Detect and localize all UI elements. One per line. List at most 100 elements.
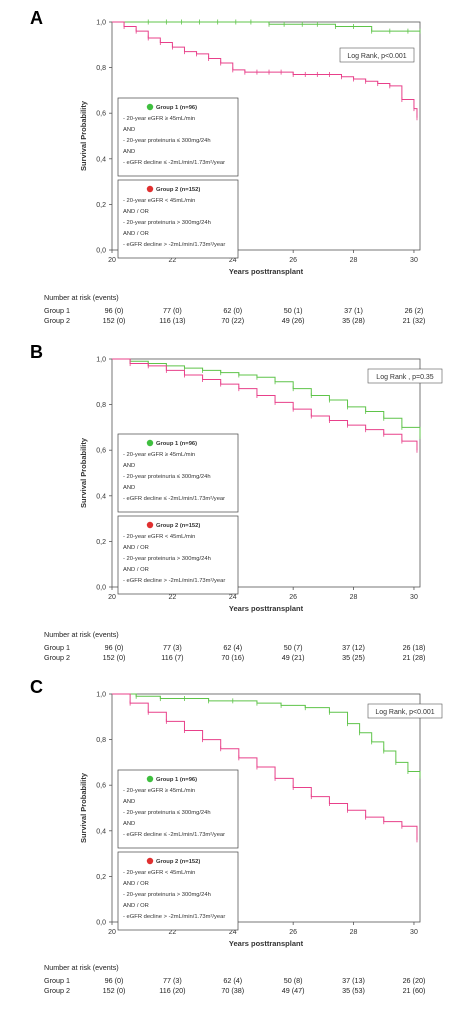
- y-tick-label: 0,0: [96, 585, 106, 592]
- logrank-text: Log Rank, p<0.001: [347, 53, 406, 60]
- x-tick-label: 22: [168, 257, 176, 264]
- legend-dot-group-2: [146, 185, 154, 193]
- legend-title-group-1: Group 1 (n=96): [156, 777, 197, 783]
- legend-line: AND / OR: [123, 881, 149, 887]
- legend-line: - eGFR decline > -2mL/min/1.73m²/year: [123, 242, 225, 248]
- x-tick-label: 28: [350, 929, 358, 936]
- legend-box-group-2: [117, 179, 239, 259]
- risk-cell: 26 (2): [405, 306, 424, 315]
- y-tick-label: 0,6: [96, 783, 106, 790]
- risk-cell: 62 (4): [223, 976, 242, 985]
- panel-a: A 0,0 0,2 0,4 0,6 0,8 1,0 20 22 24 26 28 30 Years pos…: [30, 8, 425, 325]
- logrank-text: Log Rank, p<0.001: [375, 709, 434, 716]
- x-tick-label: 20: [108, 257, 116, 264]
- legend-line: - eGFR decline > -2mL/min/1.73m²/year: [123, 914, 225, 920]
- x-tick-label: 26: [289, 929, 297, 936]
- y-tick-label: 0,8: [96, 402, 106, 409]
- legend-line: AND: [123, 821, 135, 827]
- risk-cell: 152 (0): [103, 316, 126, 325]
- x-tick-label: 30: [410, 594, 418, 601]
- x-axis-label: Years posttransplant: [229, 267, 304, 276]
- x-tick-label: 24: [229, 257, 237, 264]
- x-tick-label: 22: [168, 929, 176, 936]
- risk-cell: 70 (22): [221, 316, 244, 325]
- risk-row-label: Group 2: [44, 316, 70, 325]
- risk-cell: 116 (20): [159, 986, 185, 995]
- risk-cell: 96 (0): [105, 643, 124, 652]
- legend-line: - 20-year proteinuria ≤ 300mg/24h: [123, 810, 211, 816]
- logrank-box: [339, 47, 415, 63]
- risk-cell: 37 (13): [342, 976, 365, 985]
- legend-line: - 20-year eGFR < 45mL/min: [123, 198, 195, 204]
- legend-box-group-1: [117, 97, 239, 177]
- legend-title-group-2: Group 2 (n=152): [156, 523, 200, 529]
- risk-table-header: Number at risk (events): [44, 963, 119, 972]
- risk-cell: 26 (18): [403, 643, 426, 652]
- series-line-group-2: [112, 693, 418, 840]
- legend-dot-group-1: [146, 103, 154, 111]
- x-tick-label: 20: [108, 594, 116, 601]
- legend-line: - eGFR decline ≤ -2mL/min/1.73m²/year: [123, 832, 225, 838]
- y-tick-label: 0,6: [96, 111, 106, 118]
- risk-table-header: Number at risk (events): [44, 293, 119, 302]
- legend-dot-group-1: [146, 439, 154, 447]
- legend-line: - 20-year eGFR ≥ 45mL/min: [123, 452, 195, 458]
- legend-title-group-1: Group 1 (n=96): [156, 105, 197, 111]
- risk-cell: 50 (7): [284, 643, 303, 652]
- y-tick-label: 0,2: [96, 874, 106, 881]
- risk-cell: 50 (8): [284, 976, 303, 985]
- legend-box-group-1: [117, 433, 239, 513]
- risk-cell: 96 (0): [105, 306, 124, 315]
- risk-cell: 77 (0): [163, 306, 182, 315]
- legend-box-group-1: [117, 769, 239, 849]
- legend-line: AND / OR: [123, 545, 149, 551]
- legend-line: - 20-year proteinuria ≤ 300mg/24h: [123, 474, 211, 480]
- y-tick-label: 1,0: [96, 692, 106, 699]
- y-tick-label: 0,0: [96, 920, 106, 927]
- risk-cell: 37 (1): [344, 306, 363, 315]
- y-tick-label: 0,2: [96, 539, 106, 546]
- y-axis-label: Survival Probability: [79, 772, 88, 843]
- risk-cell: 96 (0): [105, 976, 124, 985]
- legend-line: - eGFR decline > -2mL/min/1.73m²/year: [123, 578, 225, 584]
- risk-row-label: Group 1: [44, 643, 70, 652]
- legend-line: - 20-year proteinuria > 300mg/24h: [123, 892, 211, 898]
- panel-c: C 0,0 0,2 0,4 0,6 0,8 1,0 20 22 24 26 28 30 Years pos…: [30, 677, 443, 995]
- risk-row-label: Group 1: [44, 306, 70, 315]
- legend-title-group-2: Group 2 (n=152): [156, 187, 200, 193]
- x-tick-label: 30: [410, 257, 418, 264]
- risk-cell: 70 (38): [221, 986, 244, 995]
- y-tick-label: 1,0: [96, 357, 106, 364]
- y-axis-label: Survival Probability: [79, 437, 88, 508]
- y-tick-label: 0,8: [96, 737, 106, 744]
- logrank-box: [367, 703, 443, 719]
- risk-row-label: Group 2: [44, 986, 70, 995]
- x-tick-label: 30: [410, 929, 418, 936]
- y-tick-label: 0,2: [96, 202, 106, 209]
- risk-cell: 50 (1): [284, 306, 303, 315]
- x-tick-label: 28: [350, 257, 358, 264]
- risk-cell: 70 (16): [221, 653, 244, 662]
- legend-title-group-2: Group 2 (n=152): [156, 859, 200, 865]
- legend-line: AND: [123, 485, 135, 491]
- risk-cell: 49 (47): [282, 986, 305, 995]
- risk-cell: 62 (0): [223, 306, 242, 315]
- risk-cell: 21 (28): [403, 653, 426, 662]
- y-axis-label: Survival Probability: [79, 100, 88, 171]
- risk-cell: 26 (20): [403, 976, 426, 985]
- risk-cell: 152 (0): [103, 653, 126, 662]
- legend-line: - 20-year eGFR < 45mL/min: [123, 534, 195, 540]
- x-tick-label: 26: [289, 257, 297, 264]
- legend-line: - eGFR decline ≤ -2mL/min/1.73m²/year: [123, 160, 225, 166]
- panel-b: B 0,0 0,2 0,4 0,6 0,8 1,0 20 22 24 26 28 30 Years pos…: [30, 342, 443, 662]
- y-tick-label: 0,8: [96, 65, 106, 72]
- y-tick-label: 0,4: [96, 156, 106, 163]
- risk-cell: 37 (12): [342, 643, 365, 652]
- x-tick-label: 22: [168, 594, 176, 601]
- panel-letter: A: [30, 8, 43, 28]
- x-tick-label: 20: [108, 929, 116, 936]
- legend-dot-group-2: [146, 857, 154, 865]
- x-tick-label: 24: [229, 594, 237, 601]
- legend-line: - eGFR decline ≤ -2mL/min/1.73m²/year: [123, 496, 225, 502]
